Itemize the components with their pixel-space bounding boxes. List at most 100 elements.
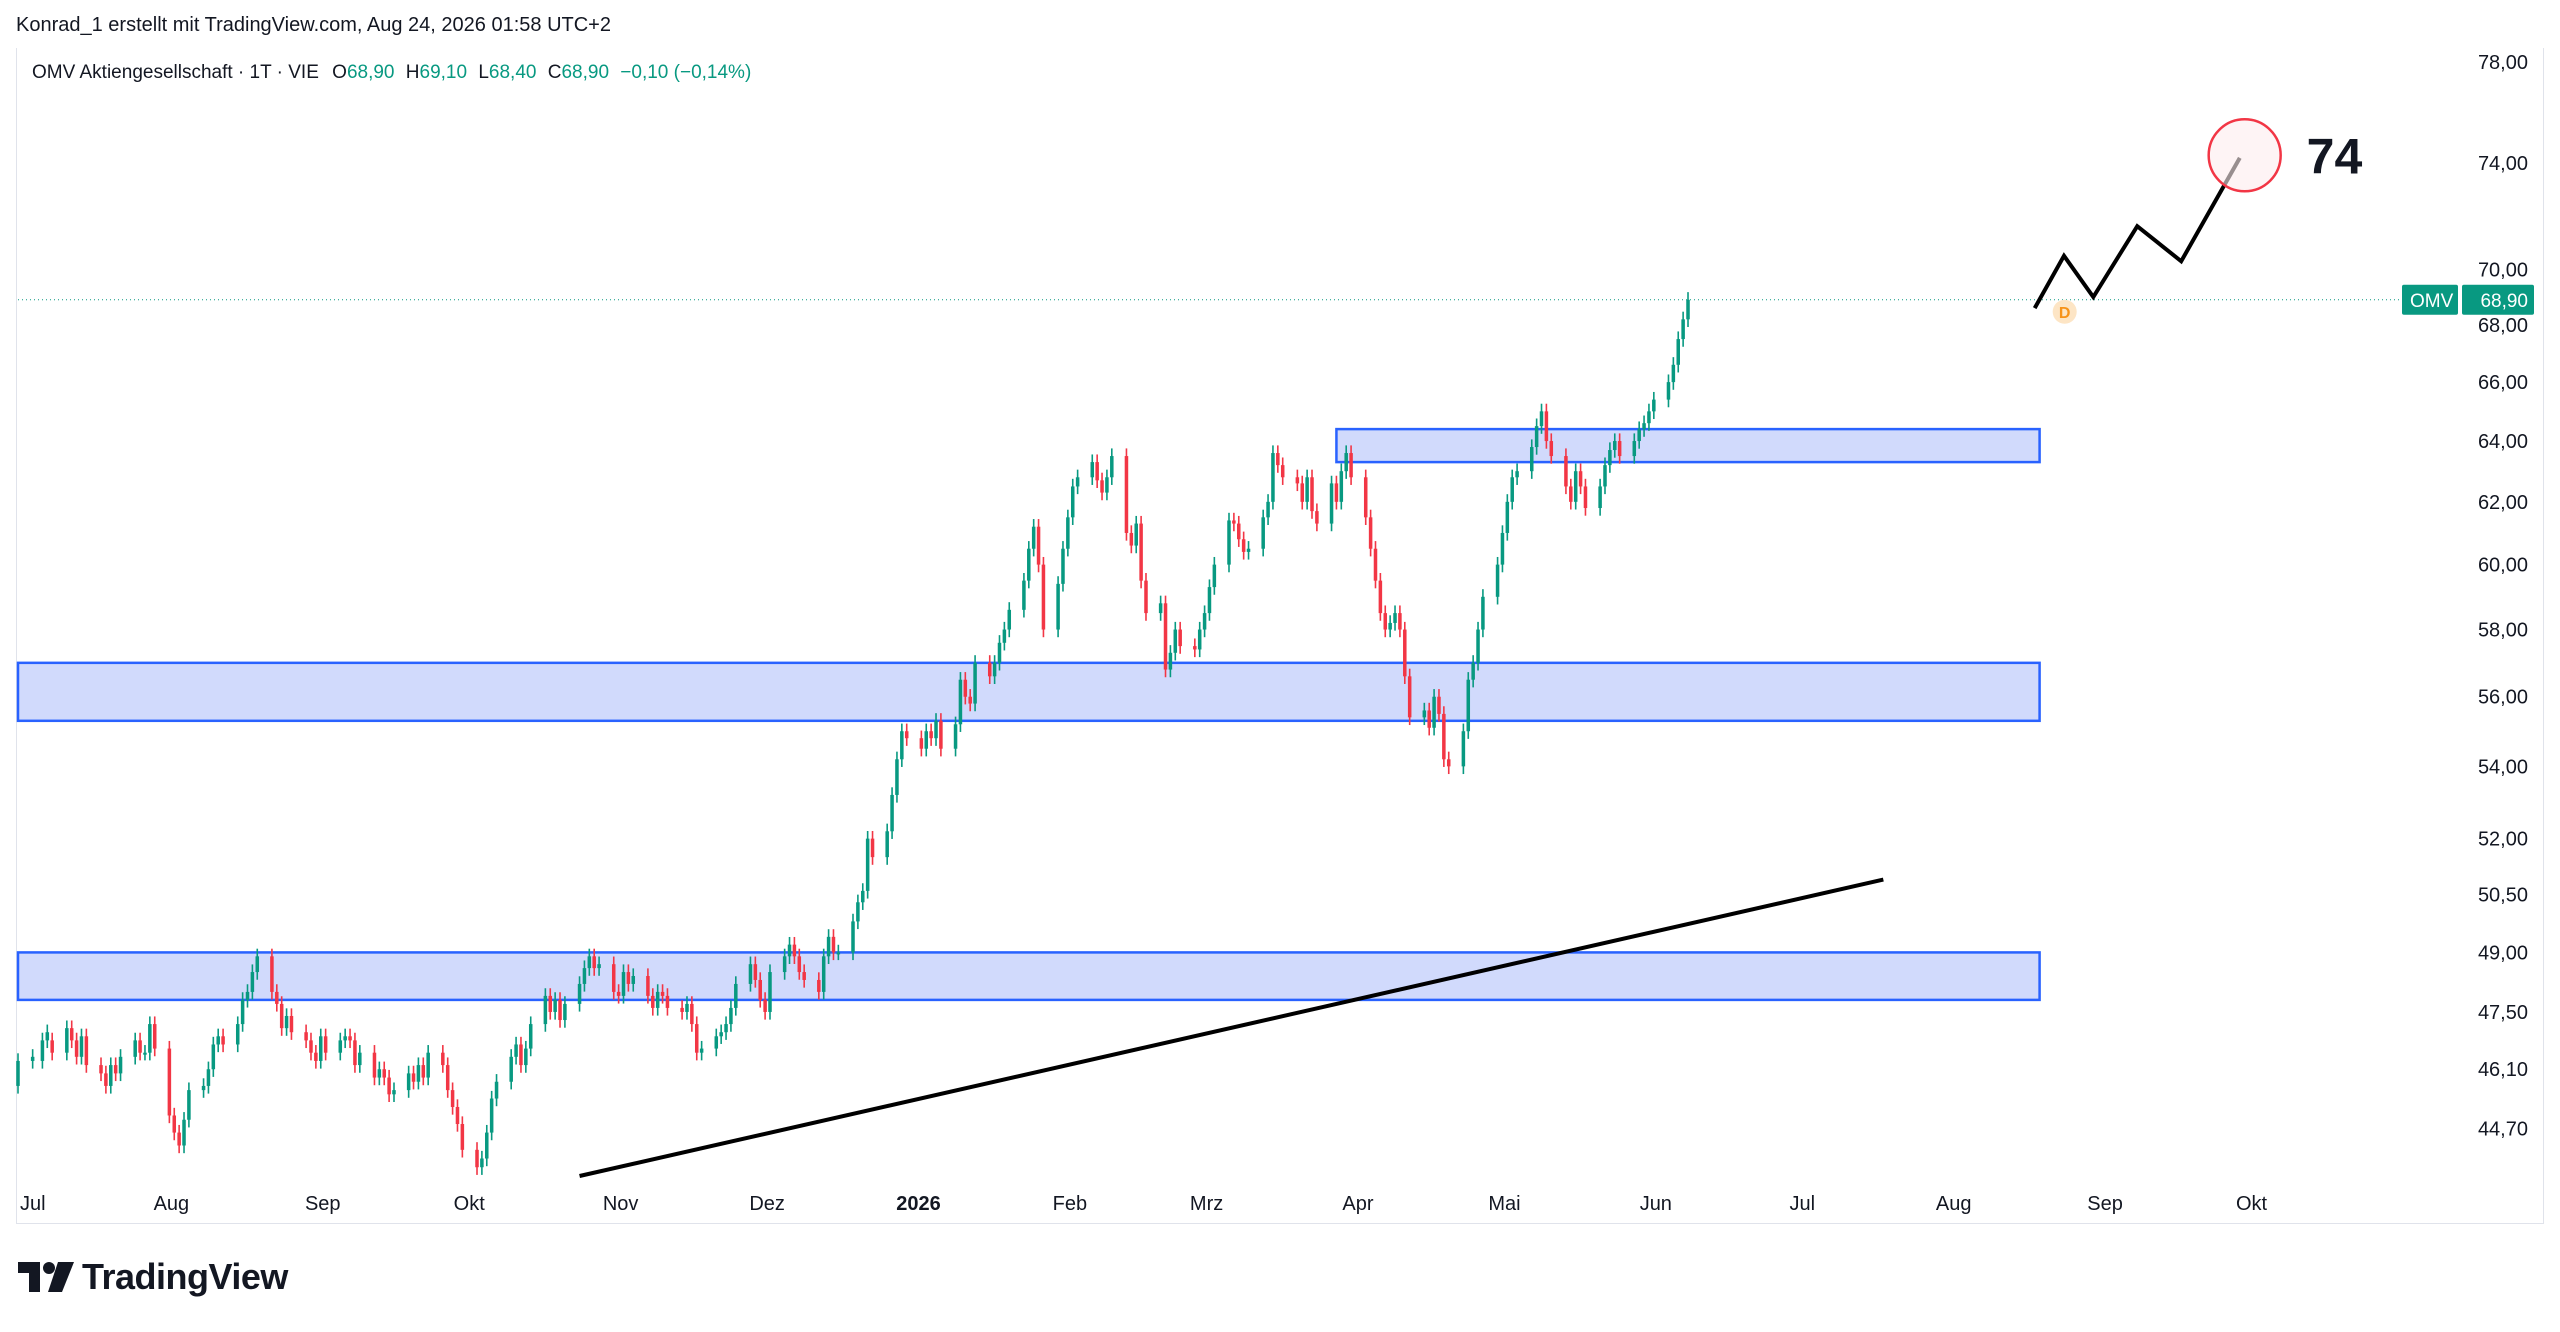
candle-body <box>885 831 889 858</box>
zone-rectangle <box>16 951 2041 1002</box>
candle-body <box>377 1069 382 1078</box>
candle-body <box>1544 411 1549 442</box>
candle-body <box>1671 364 1676 383</box>
candle-body <box>792 944 797 957</box>
candle-body <box>1134 523 1138 546</box>
candle-body <box>16 1060 20 1086</box>
candle-body <box>646 976 650 996</box>
candle-body <box>1300 483 1305 502</box>
candle-body <box>211 1044 216 1070</box>
candle-body <box>1573 471 1578 502</box>
candle-body <box>1075 477 1080 487</box>
candle-body <box>1476 629 1480 663</box>
candle-body <box>1481 596 1485 630</box>
candle-body <box>445 1065 450 1091</box>
candle-body <box>714 1036 719 1049</box>
candle-body <box>509 1056 513 1082</box>
candle-body <box>1197 629 1202 650</box>
candle-body <box>939 720 943 749</box>
candle-body <box>1027 548 1031 581</box>
candle-body <box>587 956 592 969</box>
candle-body <box>309 1040 313 1053</box>
candle-body <box>79 1036 84 1057</box>
candle-body <box>172 1115 177 1133</box>
candle-body <box>343 1036 347 1041</box>
candle-body <box>524 1048 528 1066</box>
candle-body <box>167 1048 172 1116</box>
candle-body <box>109 1065 113 1086</box>
high-label: H <box>405 62 420 83</box>
candle-body <box>1266 501 1270 518</box>
candle-body <box>1613 441 1617 451</box>
price-chart[interactable]: 78,00 74,00 70,00 68,00 66,00 64,00 62,00 60,00… <box>0 0 2560 1240</box>
y-tick-label: 64,00 <box>2478 431 2528 453</box>
price-tag-symbol-bg <box>2402 284 2458 315</box>
candle-body <box>1603 465 1607 487</box>
candle-body <box>1373 548 1378 581</box>
x-tick-label: Mrz <box>1190 1193 1223 1215</box>
candle-body <box>797 956 802 973</box>
candle-body <box>577 983 582 1004</box>
candle-body <box>890 794 894 832</box>
candle-body <box>1461 731 1466 767</box>
symbol-legend[interactable]: OMV Aktiengesellschaft · 1T · VIE O68,90… <box>32 62 751 84</box>
candle-body <box>734 983 738 1008</box>
candle-body <box>1310 477 1314 512</box>
candle-body <box>616 991 621 996</box>
candle-body <box>382 1069 386 1078</box>
candle-body <box>255 956 260 973</box>
candle-body <box>1305 477 1309 502</box>
price-tag-value: 68,90 <box>2480 291 2528 312</box>
x-tick-label: Jul <box>20 1193 46 1215</box>
candle-body <box>416 1065 421 1082</box>
candle-body <box>1583 486 1588 509</box>
candle-body <box>519 1044 523 1066</box>
candle-body <box>558 999 562 1021</box>
candle-body <box>372 1052 377 1078</box>
candle-body <box>660 991 665 996</box>
y-tick-label: 50,50 <box>2478 885 2528 907</box>
candle-body <box>1549 441 1554 457</box>
candle-body <box>651 995 655 1008</box>
candle-body <box>1261 517 1265 549</box>
candle-body <box>987 662 992 677</box>
candle-body <box>1349 453 1353 478</box>
candle-body <box>1344 453 1348 472</box>
candle-body <box>353 1040 357 1066</box>
trend-line <box>579 877 1884 1178</box>
candle-body <box>289 1015 294 1033</box>
open-label: O <box>332 62 347 83</box>
candle-body <box>314 1052 318 1061</box>
candle-body <box>182 1119 186 1146</box>
tradingview-logo[interactable]: TradingView <box>18 1256 288 1298</box>
candle-body <box>597 964 601 969</box>
candle-body <box>392 1090 396 1095</box>
chart-area[interactable] <box>16 48 2544 1224</box>
candle-body <box>1295 477 1300 484</box>
candle-body <box>1378 580 1383 614</box>
candle-body <box>694 1024 699 1053</box>
candle-body <box>284 1015 289 1029</box>
candle-body <box>1442 713 1446 760</box>
candle-body <box>304 1032 308 1041</box>
candle-body <box>1090 462 1095 478</box>
candle-body <box>245 991 250 1000</box>
candle-body <box>455 1106 460 1125</box>
candle-body <box>221 1036 225 1045</box>
candle-body <box>133 1040 137 1057</box>
candle-body <box>919 738 924 749</box>
candle-body <box>1202 613 1207 630</box>
candle-body <box>900 731 904 760</box>
x-tick-label: Sep <box>2087 1193 2123 1215</box>
y-tick-label: 44,70 <box>2478 1118 2528 1140</box>
y-tick-label: 47,50 <box>2478 1002 2528 1024</box>
candle-body <box>1178 629 1182 647</box>
chart-attribution: Konrad_1 erstellt mit TradingView.com, A… <box>16 14 611 36</box>
candle-body <box>655 991 660 1008</box>
candle-body <box>958 679 963 725</box>
y-tick-label: 68,00 <box>2478 315 2528 337</box>
candle-body <box>1608 450 1612 466</box>
projection-path <box>2032 156 2242 310</box>
candle-body <box>1129 532 1134 546</box>
candle-body <box>65 1028 69 1053</box>
